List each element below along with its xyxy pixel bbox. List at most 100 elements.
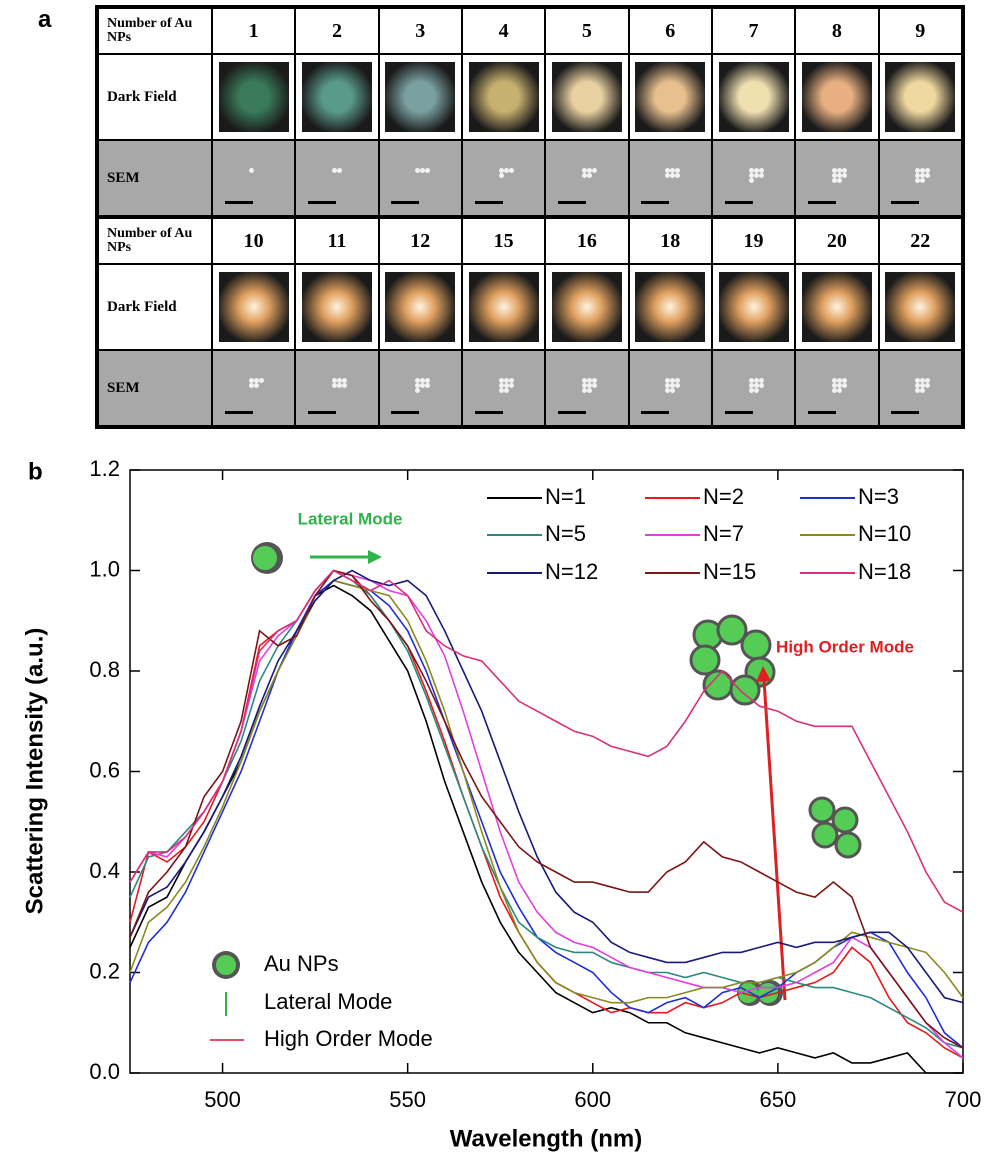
scale-bar (641, 201, 670, 204)
series-line (129, 569, 964, 1004)
scale-bar (474, 201, 503, 204)
key-label: High Order Mode (264, 1026, 433, 1051)
sem-particle (836, 378, 842, 383)
sem-particle (831, 173, 837, 178)
sem-particle (748, 383, 754, 388)
sem-particle (836, 173, 842, 178)
dark-field-image (801, 272, 872, 342)
sem-particle (758, 378, 764, 383)
legend-label: N=15 (703, 559, 756, 584)
dark-field-image (635, 272, 706, 342)
image-cell (377, 349, 463, 428)
sem-particle (753, 388, 759, 393)
legend-label: N=12 (545, 559, 598, 584)
dark-field-image (718, 272, 789, 342)
sem-image (218, 356, 289, 420)
sem-particle (841, 383, 847, 388)
series-line (129, 579, 964, 1004)
image-cell (294, 53, 380, 141)
sem-particle (675, 383, 681, 388)
x-tick-label: 550 (389, 1087, 426, 1112)
sem-particle (753, 173, 759, 178)
sem-particle (425, 383, 431, 388)
sem-particle (508, 168, 514, 173)
image-cell (877, 53, 964, 141)
sem-particle (420, 168, 426, 173)
dark-field-image (468, 62, 539, 132)
image-cell (210, 263, 297, 351)
image-cell (294, 349, 380, 428)
image-cell (210, 349, 297, 428)
sem-particle (841, 378, 847, 383)
dark-field-image (468, 272, 539, 342)
image-cell (544, 53, 630, 141)
annotation: High Order Mode (776, 637, 914, 656)
row-label: Dark Field (96, 53, 213, 141)
image-row: Dark Field (96, 53, 964, 141)
sem-particle (831, 378, 837, 383)
sem-particle (748, 173, 754, 178)
sem-particle (920, 168, 926, 173)
image-cell (377, 53, 463, 141)
row-label: Number of Au NPs (96, 215, 213, 265)
dark-field-image (635, 62, 706, 132)
sem-particle (915, 178, 921, 183)
sem-image (885, 356, 956, 420)
sem-image (218, 146, 289, 210)
legend-label: N=10 (858, 521, 911, 546)
sem-particle (336, 383, 342, 388)
image-cell (544, 139, 630, 218)
sem-particle (925, 378, 931, 383)
sem-particle (415, 378, 421, 383)
sem-particle (586, 168, 592, 173)
row-label: SEM (96, 139, 213, 218)
legend-label: N=1 (545, 484, 586, 509)
sem-particle (258, 378, 264, 383)
sem-particle (336, 168, 342, 173)
sem-particle (758, 168, 764, 173)
dark-field-image (801, 62, 872, 132)
x-tick-label: 600 (574, 1087, 611, 1112)
particle-count: 18 (627, 215, 713, 265)
sem-particle (920, 178, 926, 183)
image-cell (460, 53, 547, 141)
header-row: Number of Au NPs 1 2 3 4 5 6 7 8 9 (96, 6, 964, 55)
series-line (129, 569, 964, 1059)
sem-particle (581, 388, 587, 393)
particle-count: 12 (377, 215, 463, 265)
sem-particle (586, 378, 592, 383)
y-tick-label: 0.2 (89, 958, 120, 983)
sem-particle (341, 378, 347, 383)
sem-particle (670, 173, 676, 178)
sem-particle (670, 168, 676, 173)
sem-particle (753, 378, 759, 383)
y-tick-label: 0.8 (89, 657, 120, 682)
y-tick-label: 0.4 (89, 858, 120, 883)
sem-particle (665, 383, 671, 388)
y-tick-label: 0.6 (89, 757, 120, 782)
sem-particle (748, 178, 754, 183)
sem-image (718, 146, 789, 210)
sem-particle (336, 378, 342, 383)
sem-image (551, 356, 622, 420)
sem-particle (498, 383, 504, 388)
image-row: SEM (96, 139, 964, 218)
sem-particle (581, 383, 587, 388)
scale-bar (807, 411, 836, 414)
sem-particle (248, 168, 254, 173)
arrowhead (756, 666, 771, 682)
sem-particle (498, 173, 504, 178)
scale-bar (807, 201, 836, 204)
sem-particle (503, 168, 509, 173)
scale-bar (724, 411, 753, 414)
sem-particle (915, 383, 921, 388)
particle-count: 20 (794, 215, 880, 265)
image-cell (294, 139, 380, 218)
scale-bar (391, 411, 420, 414)
sem-particle (508, 383, 514, 388)
legend-label: N=7 (703, 521, 744, 546)
row-label: Number of Au NPs (96, 6, 213, 55)
image-cell (544, 263, 630, 351)
y-axis-label: Scattering Intensity (a.u.) (21, 628, 48, 915)
image-cell (627, 349, 713, 428)
